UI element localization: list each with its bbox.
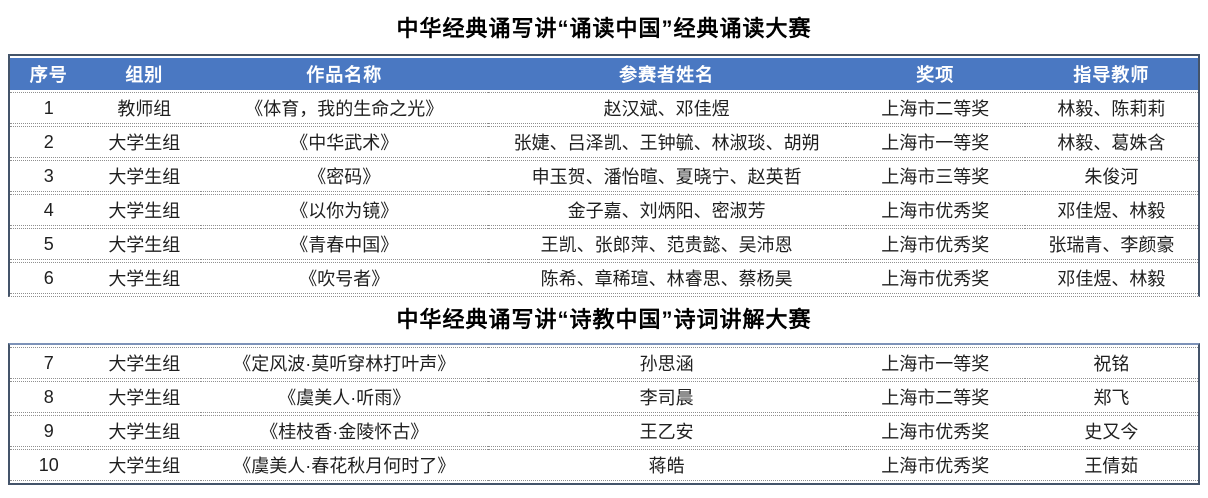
- table-cell: 8: [10, 381, 88, 413]
- table-row: 2 大学生组 《中华武术》 张婕、吕泽凯、王钟毓、林淑琰、胡朔 上海市一等奖 林毅、葛姝含: [10, 126, 1198, 158]
- table-cell: 上海市一等奖: [845, 347, 1025, 379]
- table-cell: 上海市优秀奖: [845, 262, 1025, 294]
- table-cell: 上海市一等奖: [845, 126, 1025, 158]
- table-cell: 5: [10, 228, 88, 260]
- table-cell: 朱俊河: [1024, 160, 1198, 192]
- table-row: 8 大学生组 《虞美人·听雨》 李司晨 上海市二等奖 郑飞: [10, 381, 1198, 413]
- table-cell: 7: [10, 347, 88, 379]
- table-row: 10 大学生组 《虞美人·春花秋月何时了》 蒋皓 上海市优秀奖 王倩茹: [10, 449, 1198, 481]
- table-cell: 上海市优秀奖: [845, 449, 1025, 481]
- column-header-award: 奖项: [845, 58, 1025, 90]
- column-header-participants: 参赛者姓名: [487, 58, 846, 90]
- table-cell: 《虞美人·春花秋月何时了》: [201, 449, 488, 481]
- table-cell: 1: [10, 92, 88, 124]
- poetry-results-table: 7 大学生组 《定风波·莫听穿林打叶声》 孙思涵 上海市一等奖 祝铭 8 大学生组 《虞美人·听…: [8, 343, 1200, 485]
- table-cell: 林毅、葛姝含: [1024, 126, 1198, 158]
- table-cell: 上海市三等奖: [845, 160, 1025, 192]
- table-cell: 李司晨: [487, 381, 846, 413]
- table-cell: 4: [10, 194, 88, 226]
- table-cell: 蒋皓: [487, 449, 846, 481]
- table-cell: 赵汉斌、邓佳煜: [487, 92, 846, 124]
- table-row: 9 大学生组 《桂枝香·金陵怀古》 王乙安 上海市优秀奖 史又今: [10, 415, 1198, 447]
- recitation-results-table: 序号 组别 作品名称 参赛者姓名 奖项 指导教师 1 教师组 《体育，我的生命之光》…: [8, 54, 1200, 297]
- table-cell: 申玉贺、潘怡暄、夏晓宁、赵英哲: [487, 160, 846, 192]
- table-cell: 孙思涵: [487, 347, 846, 379]
- table-cell: 上海市优秀奖: [845, 415, 1025, 447]
- table-cell: 10: [10, 449, 88, 481]
- table-cell: 林毅、陈莉莉: [1024, 92, 1198, 124]
- table-cell: 《以你为镜》: [201, 194, 488, 226]
- table-cell: 《中华武术》: [201, 126, 488, 158]
- table-cell: 大学生组: [87, 449, 202, 481]
- table-cell: 《桂枝香·金陵怀古》: [201, 415, 488, 447]
- table-row: 7 大学生组 《定风波·莫听穿林打叶声》 孙思涵 上海市一等奖 祝铭: [10, 347, 1198, 379]
- table-cell: 《虞美人·听雨》: [201, 381, 488, 413]
- table-cell: 《密码》: [201, 160, 488, 192]
- table-cell: 教师组: [87, 92, 202, 124]
- table-cell: 9: [10, 415, 88, 447]
- table-row: 3 大学生组 《密码》 申玉贺、潘怡暄、夏晓宁、赵英哲 上海市三等奖 朱俊河: [10, 160, 1198, 192]
- table-cell: 上海市优秀奖: [845, 228, 1025, 260]
- table-cell: 邓佳煜、林毅: [1024, 194, 1198, 226]
- table-cell: 王乙安: [487, 415, 846, 447]
- table-cell: 《定风波·莫听穿林打叶声》: [201, 347, 488, 379]
- table-header-row: 序号 组别 作品名称 参赛者姓名 奖项 指导教师: [10, 58, 1198, 90]
- table-cell: 大学生组: [87, 160, 202, 192]
- table-cell: 大学生组: [87, 381, 202, 413]
- table-cell: 祝铭: [1024, 347, 1198, 379]
- table-cell: 邓佳煜、林毅: [1024, 262, 1198, 294]
- table-cell: 上海市优秀奖: [845, 194, 1025, 226]
- poetry-table-body: 7 大学生组 《定风波·莫听穿林打叶声》 孙思涵 上海市一等奖 祝铭 8 大学生组 《虞美人·听…: [10, 347, 1198, 481]
- table-cell: 《青春中国》: [201, 228, 488, 260]
- recitation-contest-title: 中华经典诵写讲“诵读中国”经典诵读大赛: [396, 16, 812, 41]
- table-row: 1 教师组 《体育，我的生命之光》 赵汉斌、邓佳煜 上海市二等奖 林毅、陈莉莉: [10, 92, 1198, 124]
- column-header-index: 序号: [10, 58, 88, 90]
- table-cell: 大学生组: [87, 228, 202, 260]
- table-cell: 张婕、吕泽凯、王钟毓、林淑琰、胡朔: [487, 126, 846, 158]
- table-cell: 大学生组: [87, 262, 202, 294]
- table-cell: 王倩茹: [1024, 449, 1198, 481]
- table-cell: 3: [10, 160, 88, 192]
- table-cell: 郑飞: [1024, 381, 1198, 413]
- table-cell: 上海市二等奖: [845, 381, 1025, 413]
- table-cell: 6: [10, 262, 88, 294]
- table-cell: 2: [10, 126, 88, 158]
- table-cell: 上海市二等奖: [845, 92, 1025, 124]
- column-header-advisor: 指导教师: [1024, 58, 1198, 90]
- table-cell: 《体育，我的生命之光》: [201, 92, 488, 124]
- table-cell: 陈希、章稀瑄、林睿思、蔡杨昊: [487, 262, 846, 294]
- table-row: 4 大学生组 《以你为镜》 金子嘉、刘炳阳、密淑芳 上海市优秀奖 邓佳煜、林毅: [10, 194, 1198, 226]
- recitation-table-body: 1 教师组 《体育，我的生命之光》 赵汉斌、邓佳煜 上海市二等奖 林毅、陈莉莉 2 大学生组《…: [10, 92, 1198, 294]
- table-row: 6 大学生组 《吹号者》 陈希、章稀瑄、林睿思、蔡杨昊 上海市优秀奖 邓佳煜、林毅: [10, 262, 1198, 294]
- column-header-group: 组别: [87, 58, 202, 90]
- table-cell: 大学生组: [87, 415, 202, 447]
- table-cell: 《吹号者》: [201, 262, 488, 294]
- table-row: 5 大学生组 《青春中国》 王凯、张郎萍、范贵懿、吴沛恩 上海市优秀奖 张瑞青、李颜豪: [10, 228, 1198, 260]
- column-header-work-title: 作品名称: [201, 58, 488, 90]
- table-cell: 张瑞青、李颜豪: [1024, 228, 1198, 260]
- poetry-contest-title: 中华经典诵写讲“诗教中国”诗词讲解大赛: [396, 307, 812, 332]
- table-cell: 史又今: [1024, 415, 1198, 447]
- table-cell: 金子嘉、刘炳阳、密淑芳: [487, 194, 846, 226]
- table-cell: 大学生组: [87, 347, 202, 379]
- table-cell: 王凯、张郎萍、范贵懿、吴沛恩: [487, 228, 846, 260]
- table-cell: 大学生组: [87, 194, 202, 226]
- table-cell: 大学生组: [87, 126, 202, 158]
